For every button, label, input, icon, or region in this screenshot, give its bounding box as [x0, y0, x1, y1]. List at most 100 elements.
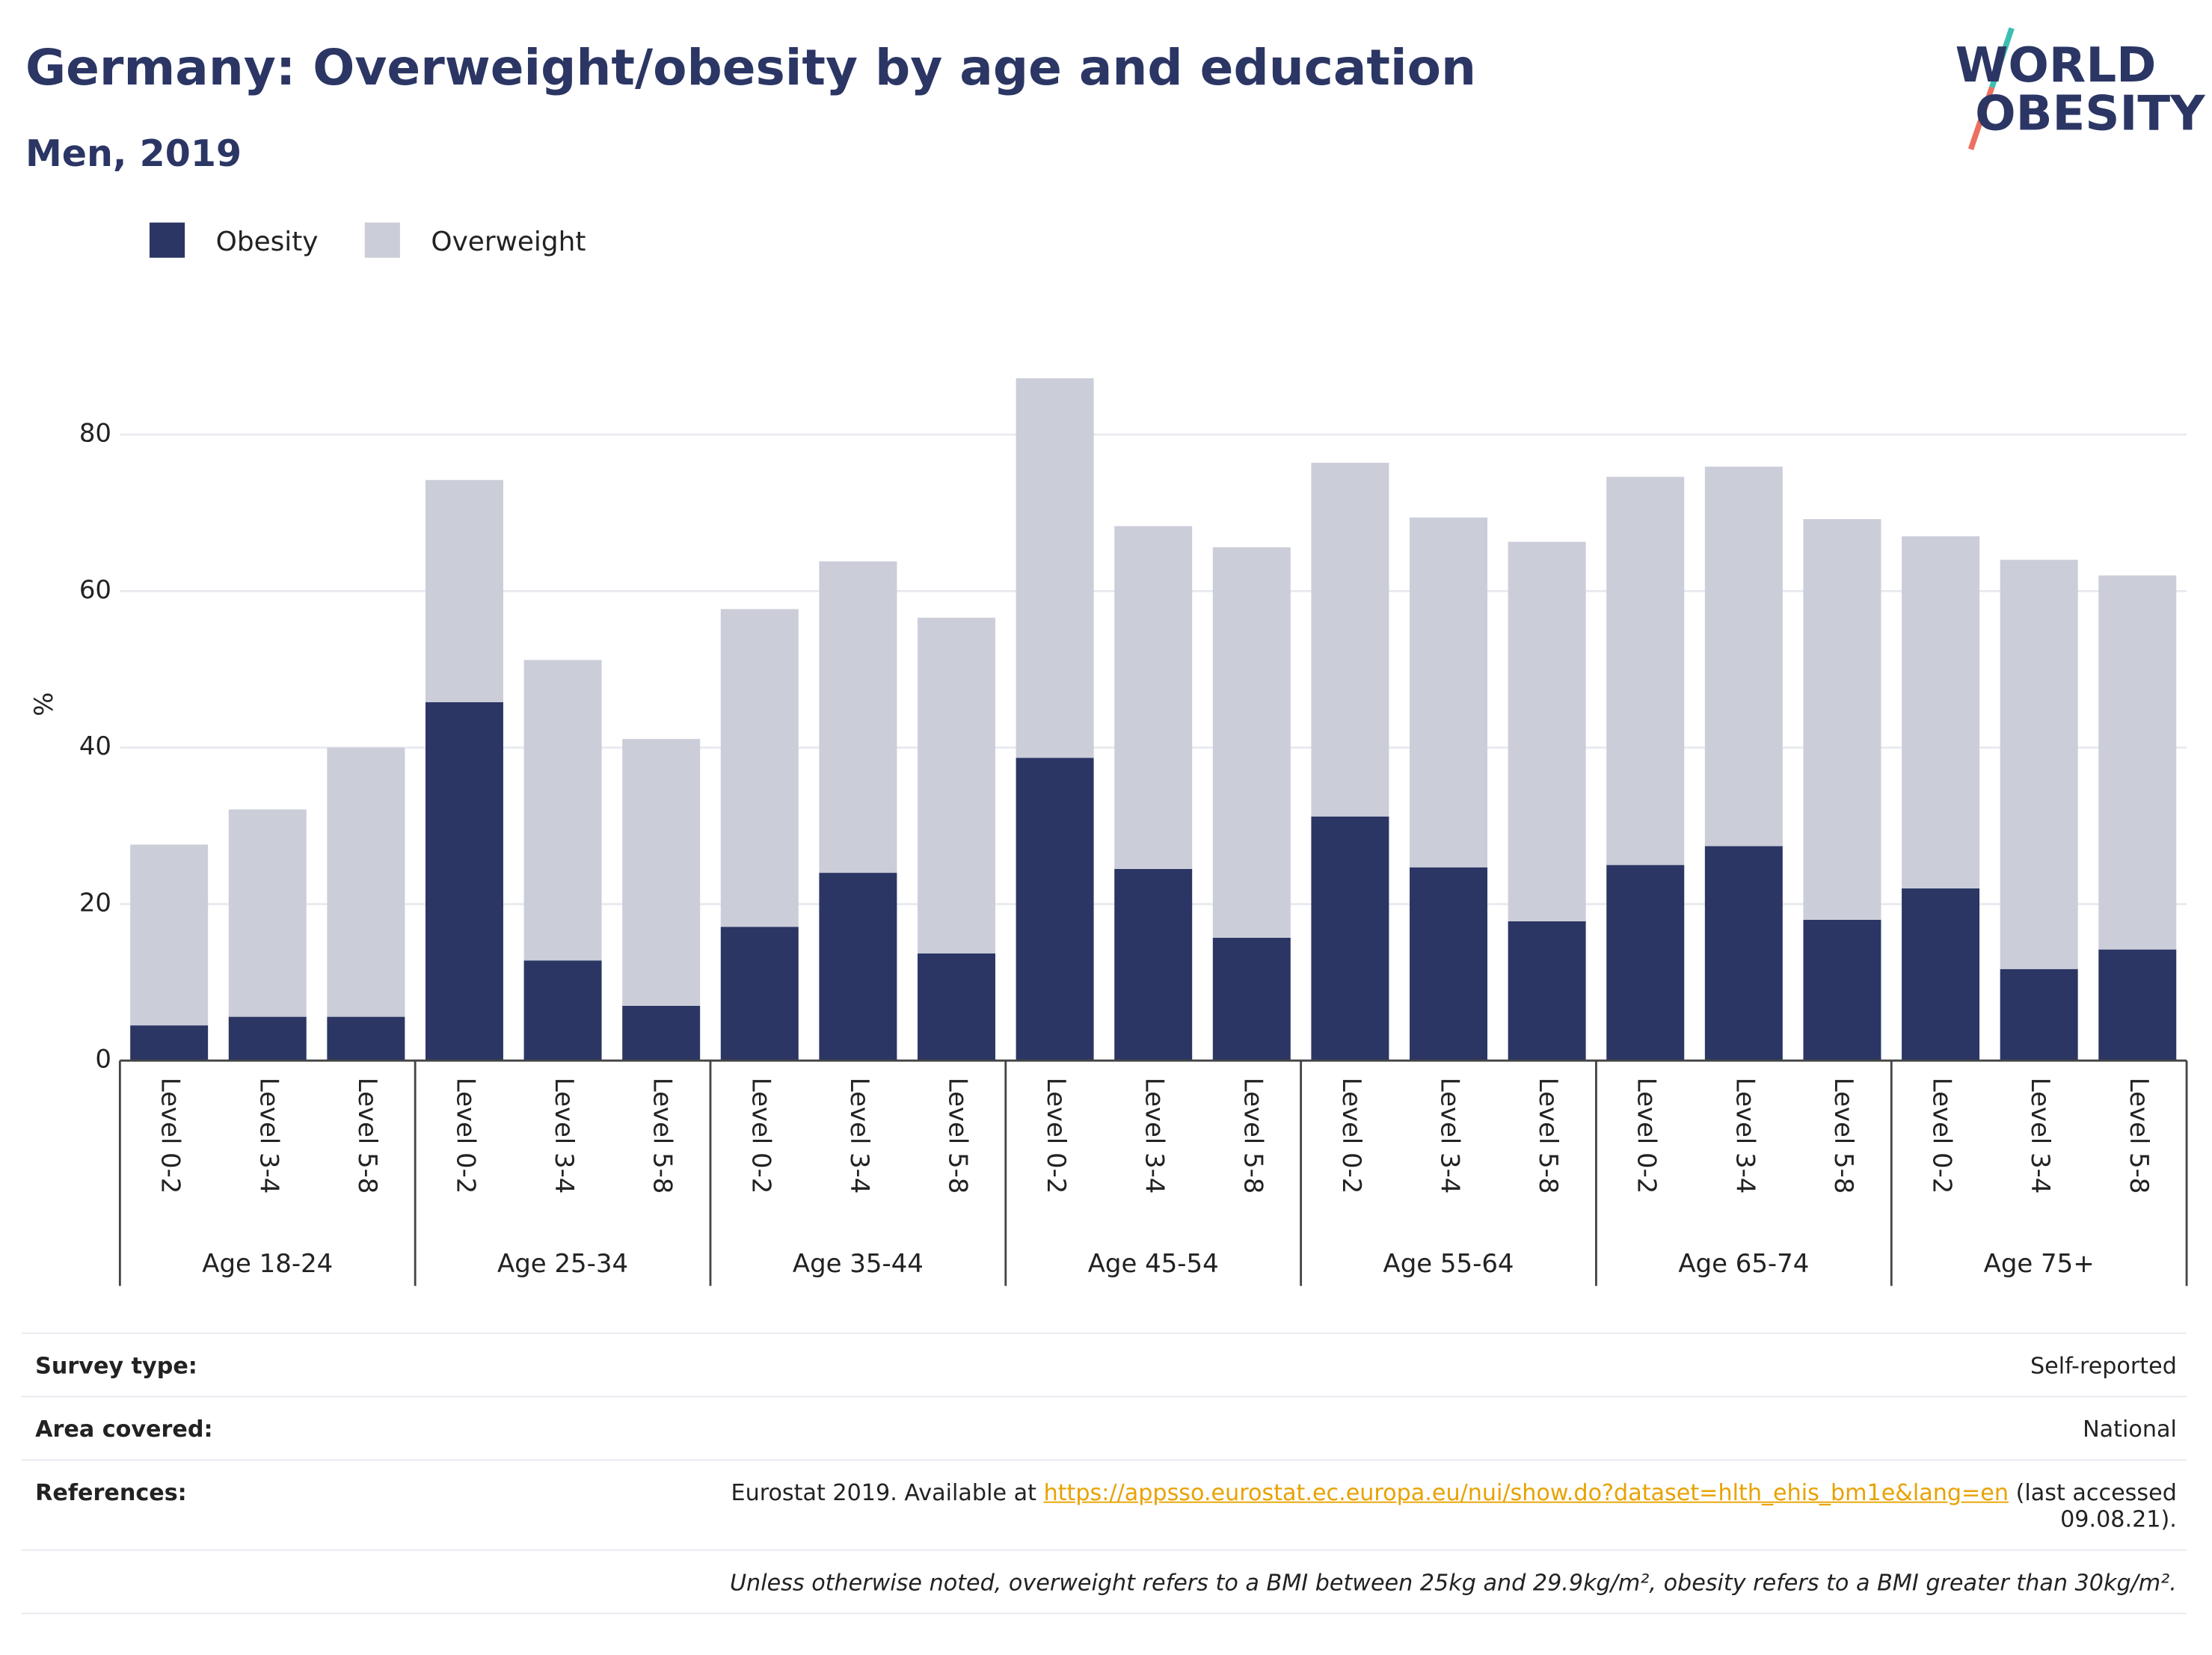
- bar-segment: [327, 1016, 405, 1061]
- bar-segment: [819, 873, 897, 1061]
- y-tick-label: 0: [95, 1045, 111, 1074]
- row-label: Survey type:: [35, 1352, 197, 1379]
- y-tick-label: 20: [79, 888, 111, 917]
- row-value: Eurostat 2019. Available at https://apps…: [653, 1479, 2177, 1533]
- group-label: Age 18-24: [202, 1249, 333, 1278]
- row-label: Area covered:: [35, 1415, 213, 1443]
- bar-segment: [1508, 921, 1586, 1061]
- x-tick-label: Level 3-4: [1140, 1078, 1170, 1194]
- bar-segment: [327, 747, 405, 1017]
- x-tick-label: Level 3-4: [254, 1078, 283, 1194]
- logo-stroke: [1989, 27, 2015, 88]
- x-tick-label: Level 3-4: [1730, 1078, 1760, 1194]
- bar-segment: [1212, 937, 1291, 1061]
- bar-segment: [228, 809, 307, 1017]
- bar-segment: [1114, 526, 1193, 869]
- row-value: Self-reported: [2030, 1352, 2177, 1379]
- bar-segment: [1803, 519, 1881, 920]
- logo-text: WORLD: [1956, 38, 2157, 93]
- bar-segment: [1311, 462, 1389, 817]
- footer-row: References: Eurostat 2019. Available at h…: [21, 1459, 2187, 1550]
- bar-segment: [1212, 547, 1291, 938]
- bar-segment: [1508, 541, 1586, 921]
- chart-title: Germany: Overweight/obesity by age and e…: [25, 39, 1476, 96]
- x-tick-label: Level 0-2: [156, 1078, 185, 1194]
- bar-segment: [2000, 559, 2078, 969]
- chart-subtitle: Men, 2019: [25, 132, 242, 175]
- bar-segment: [1606, 865, 1685, 1061]
- footer: Survey type: Self-reported Area covered: Na…: [21, 1332, 2187, 1615]
- bar-segment: [425, 701, 503, 1061]
- row-value: National: [2083, 1415, 2177, 1443]
- legend-label: Overweight: [431, 227, 586, 257]
- bar-segment: [622, 739, 701, 1006]
- logo-stroke: [1967, 86, 1995, 150]
- bar-segment: [918, 953, 995, 1061]
- x-tick-label: Level 3-4: [1436, 1078, 1465, 1194]
- bar-segment: [425, 479, 503, 702]
- group-label: Age 65-74: [1678, 1249, 1809, 1278]
- bar-segment: [622, 1005, 701, 1061]
- bar-segment: [1606, 476, 1685, 865]
- footer-row: Survey type: Self-reported: [21, 1332, 2187, 1396]
- x-tick-label: Level 5-8: [353, 1078, 382, 1194]
- bar-segment: [2098, 949, 2177, 1061]
- bar-segment: [720, 927, 799, 1061]
- y-tick-label: 80: [79, 419, 111, 448]
- y-axis-label: %: [29, 693, 58, 716]
- footer-note: Unless otherwise noted, overweight refer…: [21, 1549, 2187, 1615]
- bar-segment: [1410, 518, 1488, 868]
- bar-segment: [523, 960, 602, 1061]
- note-text: Unless otherwise noted, overweight refer…: [729, 1569, 2177, 1596]
- bar-segment: [1016, 378, 1094, 758]
- bar-segment: [1311, 816, 1389, 1061]
- legend-swatch: [364, 222, 400, 258]
- bar-segment: [130, 1025, 209, 1061]
- chart: Germany: Overweight/obesity by age and e…: [25, 27, 2206, 1286]
- bar-segment: [1902, 888, 1980, 1061]
- x-tick-label: Level 0-2: [1042, 1078, 1071, 1194]
- logo-text: OBESITY: [1975, 86, 2206, 141]
- x-tick-label: Level 3-4: [845, 1078, 874, 1194]
- bar-segment: [1410, 867, 1488, 1061]
- x-tick-label: Level 0-2: [1337, 1078, 1366, 1194]
- reference-text: Eurostat 2019. Available at: [731, 1479, 1036, 1506]
- group-label: Age 25-34: [497, 1249, 628, 1278]
- bar-segment: [228, 1016, 307, 1061]
- bar-segment: [130, 844, 209, 1026]
- x-tick-label: Level 5-8: [1534, 1078, 1563, 1194]
- x-tick-label: Level 3-4: [2026, 1078, 2055, 1194]
- row-label: References:: [35, 1479, 187, 1506]
- x-tick-label: Level 0-2: [1928, 1078, 1957, 1194]
- bar-segment: [918, 617, 995, 954]
- group-label: Age 75+: [1984, 1249, 2095, 1278]
- y-tick-label: 40: [79, 731, 111, 761]
- bar-segment: [1016, 758, 1094, 1061]
- bar-segment: [819, 561, 897, 873]
- x-tick-label: Level 0-2: [746, 1078, 775, 1194]
- x-tick-label: Level 5-8: [648, 1078, 678, 1194]
- bar-segment: [1704, 846, 1783, 1061]
- group-label: Age 55-64: [1383, 1249, 1514, 1278]
- x-tick-label: Level 5-8: [1238, 1078, 1268, 1194]
- bar-segment: [1902, 536, 1980, 889]
- x-tick-label: Level 3-4: [550, 1078, 579, 1194]
- x-tick-label: Level 5-8: [943, 1078, 972, 1194]
- bar-segment: [1704, 467, 1783, 847]
- reference-link[interactable]: https://appsso.eurostat.ec.europa.eu/nui…: [1043, 1479, 2009, 1506]
- legend-swatch: [149, 222, 185, 258]
- bar-segment: [1803, 919, 1881, 1061]
- bar-segment: [720, 609, 799, 927]
- x-tick-label: Level 5-8: [2125, 1078, 2154, 1194]
- reference-after: (last accessed 09.08.21).: [2015, 1479, 2177, 1533]
- x-tick-label: Level 5-8: [1829, 1078, 1858, 1194]
- group-label: Age 45-54: [1088, 1249, 1219, 1278]
- footer-row: Area covered: National: [21, 1395, 2187, 1459]
- x-tick-label: Level 0-2: [451, 1078, 480, 1194]
- x-tick-label: Level 0-2: [1632, 1078, 1662, 1194]
- y-tick-label: 60: [79, 575, 111, 604]
- group-label: Age 35-44: [793, 1249, 924, 1278]
- bar-segment: [2000, 968, 2078, 1061]
